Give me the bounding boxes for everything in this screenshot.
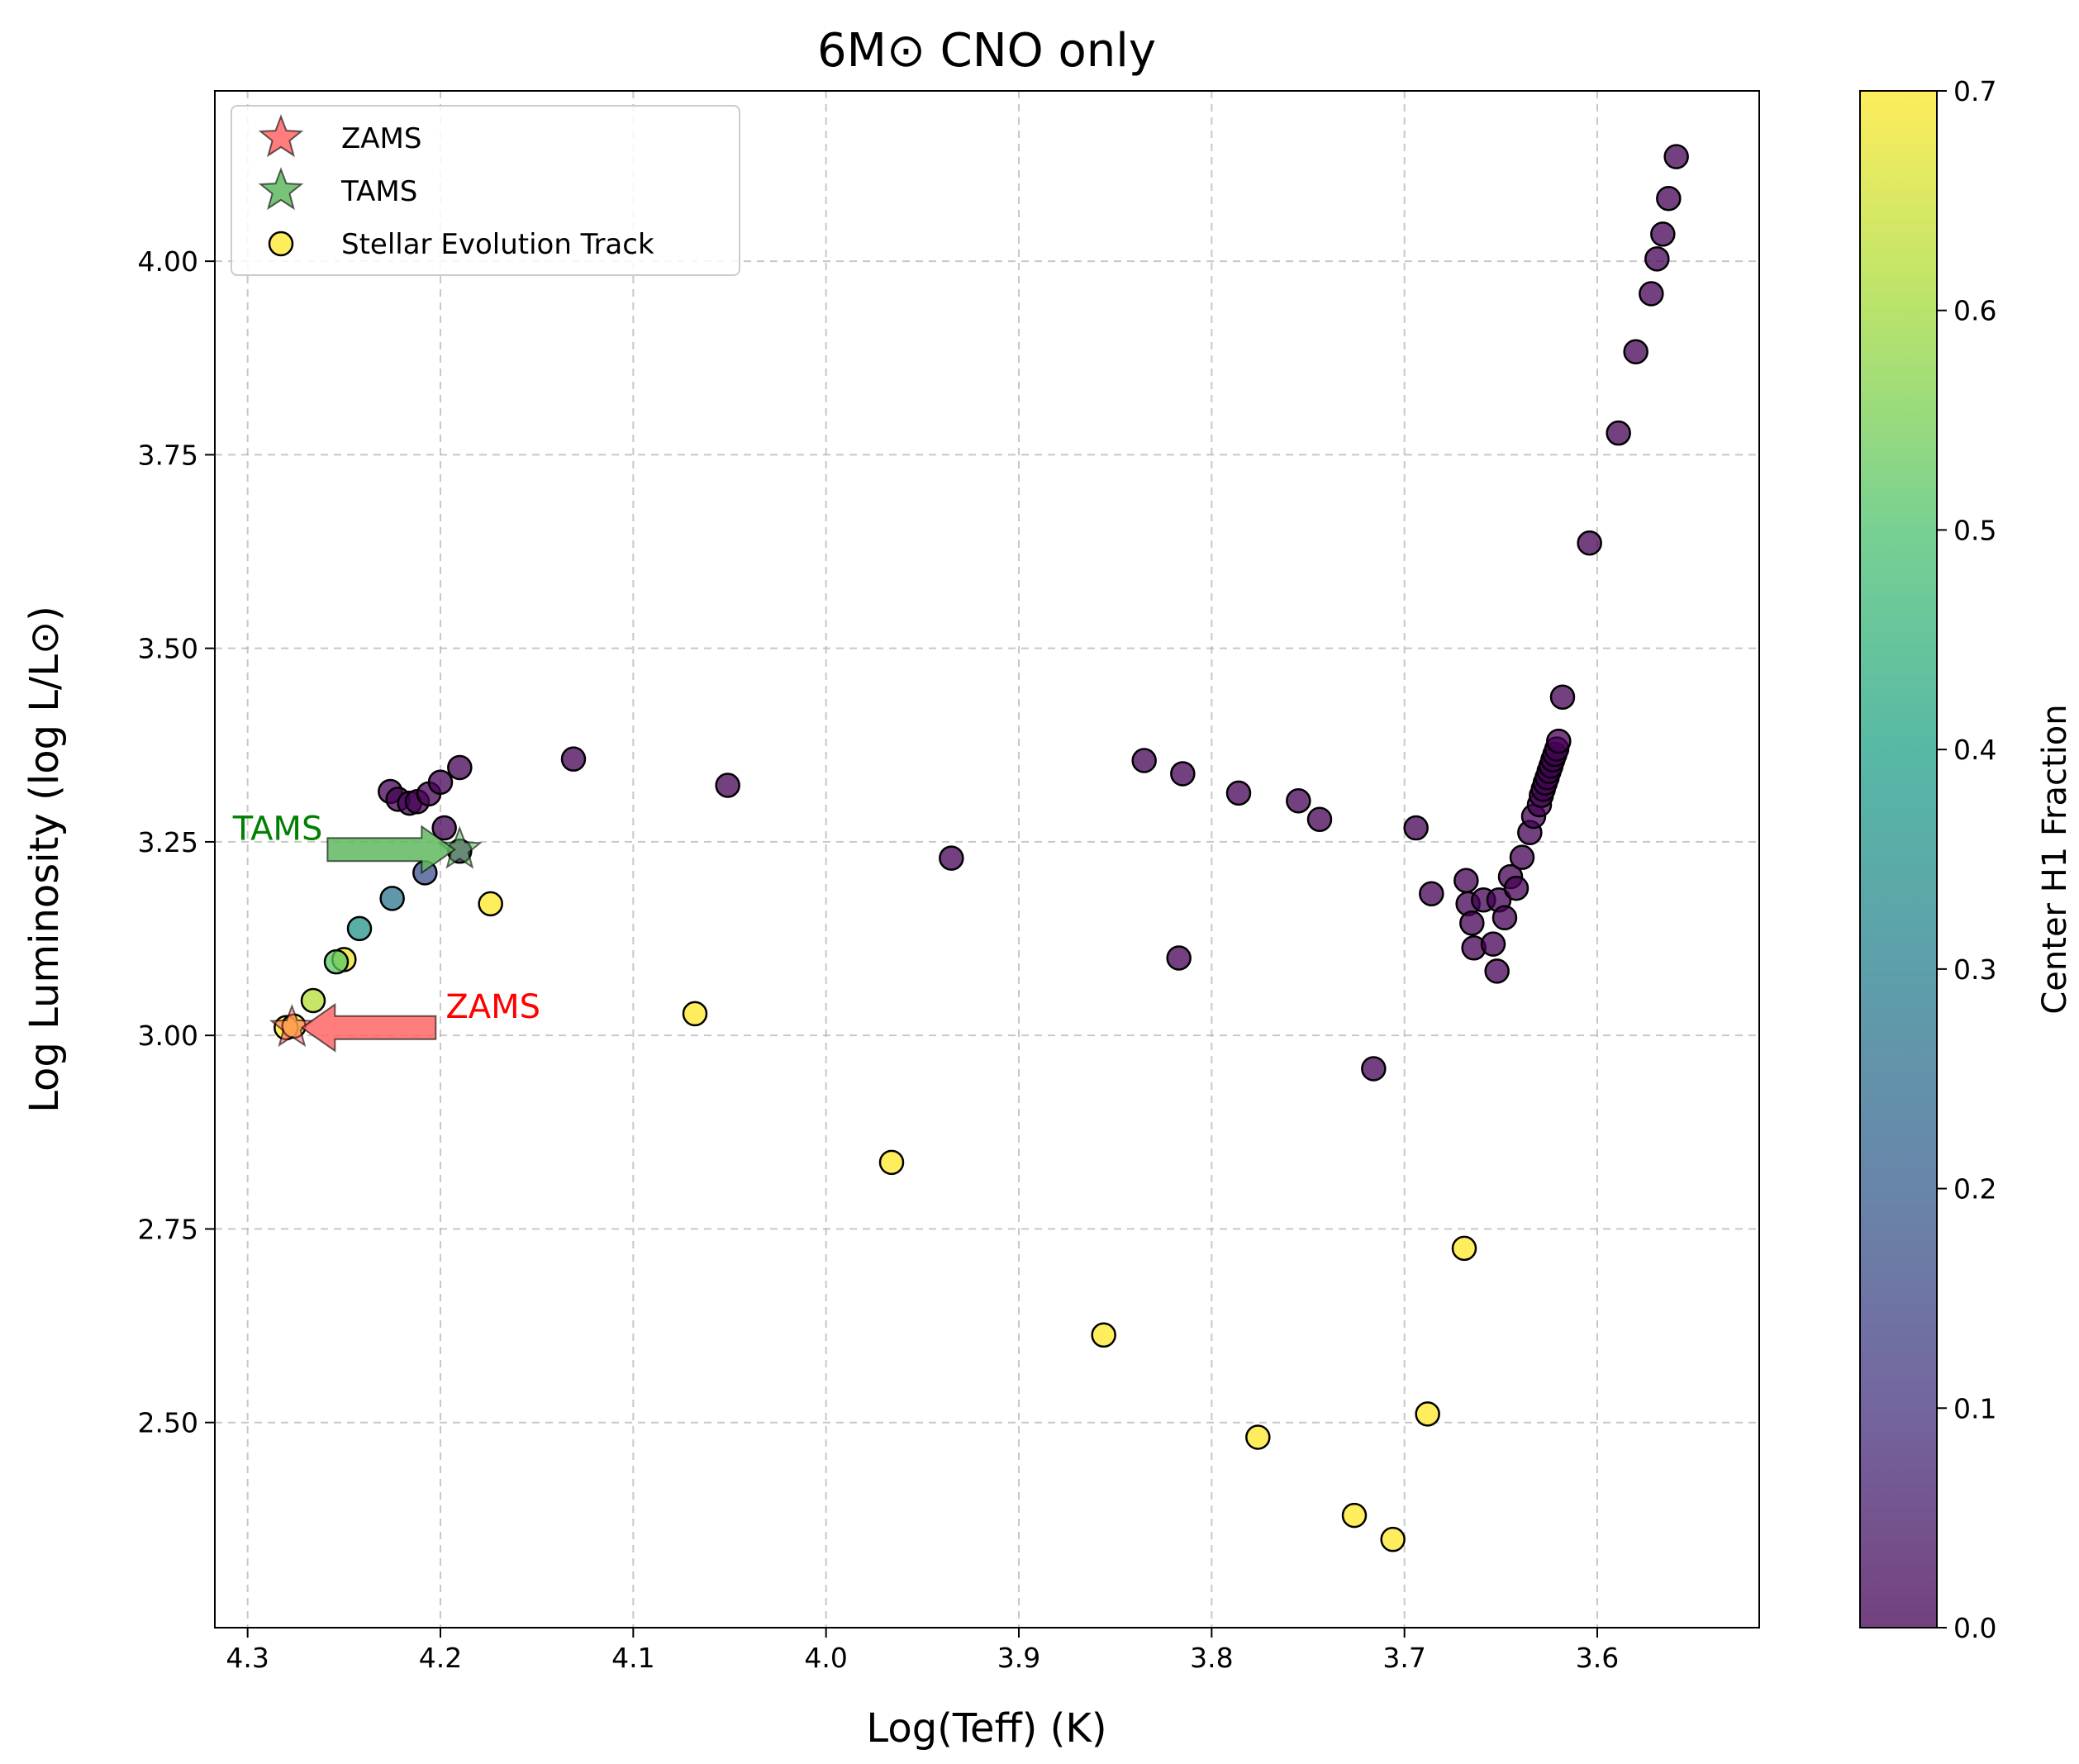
x-tick-label: 3.8 (1190, 1642, 1233, 1674)
x-tick-label: 4.2 (419, 1642, 462, 1674)
track-point (1286, 788, 1311, 814)
track-point (560, 746, 587, 772)
track-point (1225, 780, 1252, 806)
legend-zams-star (258, 114, 304, 158)
tams-annotation: TAMS (232, 810, 323, 848)
track-point (1491, 905, 1518, 930)
x-tick-label: 4.0 (804, 1642, 847, 1674)
y-tick-label: 2.50 (138, 1407, 198, 1439)
track-point (878, 1149, 905, 1176)
y-tick-label: 3.00 (138, 1020, 198, 1052)
track-point (1663, 144, 1689, 169)
track-point (1484, 958, 1510, 984)
track-point (1577, 530, 1602, 556)
chart-title: 6M⊙ CNO only (817, 24, 1156, 78)
x-ticks: 4.3 4.2 4.1 4.0 3.9 3.8 3.7 3.6 (226, 1628, 1619, 1674)
track-point (1403, 815, 1429, 841)
track-point (1419, 881, 1444, 906)
track-point (1623, 339, 1648, 365)
colorbar-tick-label: 0.3 (1953, 953, 1996, 986)
track-point (1131, 748, 1157, 773)
zams-arrow (300, 1002, 437, 1053)
track-point (300, 987, 326, 1014)
x-tick-label: 3.6 (1576, 1642, 1619, 1674)
track-point (1503, 875, 1530, 901)
legend-label: Stellar Evolution Track (341, 228, 654, 261)
track-point (682, 1001, 708, 1027)
track-point (1341, 1502, 1368, 1529)
legend-label: TAMS (340, 175, 417, 208)
track-point (1639, 281, 1664, 307)
track-point (1549, 684, 1576, 710)
track-point (1306, 806, 1333, 832)
data-points (274, 144, 1689, 1552)
track-point (1091, 1322, 1116, 1348)
track-point (1459, 911, 1485, 936)
track-point (1656, 185, 1682, 212)
track-point (1245, 1424, 1271, 1450)
colorbar-tick-label: 0.7 (1953, 75, 1996, 107)
track-point (1415, 1401, 1440, 1427)
legend-label: ZAMS (341, 122, 421, 155)
track-point (346, 915, 373, 942)
track-point (1480, 931, 1506, 957)
track-point (1644, 246, 1670, 272)
track-point (1546, 728, 1572, 754)
tams-arrow (326, 825, 457, 875)
y-tick-label: 3.75 (138, 439, 198, 471)
track-point (1451, 1235, 1477, 1262)
colorbar-label: Center H1 Fraction (2036, 704, 2074, 1014)
track-point (323, 949, 350, 975)
y-ticks: 2.50 2.75 3.00 3.25 3.50 3.75 4.00 (138, 245, 215, 1439)
colorbar-tick-label: 0.6 (1953, 295, 1996, 327)
legend: ZAMS TAMS Stellar Evolution Track (231, 105, 740, 276)
track-point (478, 891, 503, 917)
colorbar-tick-label: 0.5 (1953, 514, 1996, 546)
track-point (939, 845, 964, 871)
y-tick-label: 3.25 (138, 826, 198, 858)
track-point (1453, 868, 1479, 894)
x-axis-label: Log(Teff) (K) (866, 1705, 1106, 1752)
y-tick-label: 3.50 (138, 633, 198, 665)
colorbar-tick-label: 0.4 (1953, 734, 1996, 766)
track-point (1650, 221, 1676, 247)
track-point (1509, 844, 1535, 870)
track-point (427, 769, 454, 796)
legend-tams-star (258, 167, 304, 211)
x-tick-label: 3.9 (997, 1642, 1040, 1674)
y-tick-label: 2.75 (138, 1213, 198, 1245)
colorbar-gradient (1859, 90, 1938, 1628)
track-point (1361, 1056, 1387, 1082)
zams-tams-markers: ZAMS TAMS (232, 810, 540, 1053)
colorbar-tick-label: 0.2 (1953, 1173, 1996, 1205)
zams-star (269, 1003, 315, 1048)
colorbar-tick-label: 0.1 (1953, 1392, 1996, 1424)
zams-annotation: ZAMS (445, 988, 540, 1026)
track-point (1170, 761, 1196, 787)
track-point (1166, 945, 1192, 971)
track-point (447, 754, 473, 781)
track-point (1606, 420, 1631, 446)
colorbar: Center H1 Fraction 0.0 0.1 0.2 0.3 0.4 0.5 0.6… (1859, 75, 2074, 1644)
x-tick-label: 4.3 (226, 1642, 269, 1674)
track-point (431, 815, 457, 841)
legend-box (231, 105, 740, 276)
x-tick-label: 4.1 (611, 1642, 654, 1674)
legend-track-marker (268, 231, 294, 257)
plot-frame (214, 90, 1760, 1628)
y-axis-label: Log Luminosity (log L/L⊙) (21, 606, 68, 1113)
track-point (1380, 1526, 1406, 1552)
colorbar-tick-label: 0.0 (1953, 1612, 1996, 1644)
y-tick-label: 4.00 (138, 245, 198, 278)
track-point (715, 773, 740, 798)
track-point (379, 886, 405, 911)
x-tick-label: 3.7 (1382, 1642, 1425, 1674)
